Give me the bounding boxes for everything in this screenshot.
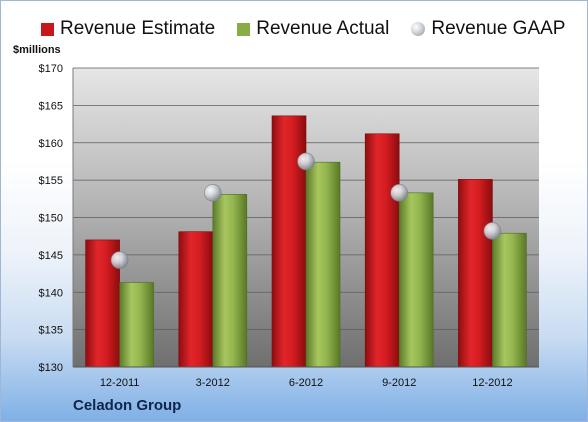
legend: Revenue Estimate Revenue Actual Revenue … xyxy=(41,15,565,43)
y-tick-label: $150 xyxy=(39,213,63,225)
y-tick-label: $155 xyxy=(39,175,63,187)
bar-revenue-actual xyxy=(119,282,154,368)
marker-revenue-gaap xyxy=(110,251,129,269)
marker-revenue-gaap xyxy=(204,184,222,202)
marker-revenue-gaap xyxy=(390,184,409,202)
x-tick-label: 12-2011 xyxy=(100,377,140,389)
bar-revenue-actual xyxy=(398,192,434,368)
legend-swatch-revenue-estimate xyxy=(41,22,54,36)
legend-label-revenue-gaap: Revenue GAAP xyxy=(431,18,566,39)
legend-label-revenue-estimate: Revenue Estimate xyxy=(60,18,216,39)
x-tick-label: 12-2012 xyxy=(472,377,512,389)
company-name: Celadon Group xyxy=(73,397,182,414)
legend-swatch-revenue-actual xyxy=(237,22,251,36)
y-tick-label: $145 xyxy=(39,250,63,262)
legend-item-revenue-gaap: Revenue GAAP xyxy=(411,18,565,40)
y-tick-label: $160 xyxy=(39,138,63,150)
legend-label-revenue-actual: Revenue Actual xyxy=(256,18,390,39)
legend-item-revenue-actual: Revenue Actual xyxy=(237,18,389,40)
bar-revenue-actual xyxy=(212,194,248,368)
marker-revenue-gaap xyxy=(483,222,502,240)
marker-revenue-gaap xyxy=(297,152,315,171)
x-tick-label: 3-2012 xyxy=(196,377,230,389)
x-tick-label: 6-2012 xyxy=(289,377,323,389)
y-tick-label: $165 xyxy=(39,100,63,112)
y-tick-label: $140 xyxy=(39,287,63,299)
y-tick-label: $130 xyxy=(39,362,63,374)
y-axis-unit-label: $millions xyxy=(13,44,61,56)
bar-revenue-actual xyxy=(305,161,341,368)
bar-revenue-estimate xyxy=(178,231,214,368)
bar-revenue-estimate xyxy=(364,133,400,368)
legend-item-revenue-estimate: Revenue Estimate xyxy=(41,18,215,40)
y-tick-label: $170 xyxy=(39,63,63,75)
bar-revenue-estimate xyxy=(458,179,493,368)
bar-revenue-actual xyxy=(492,232,527,368)
x-tick-label: 9-2012 xyxy=(382,377,416,389)
y-tick-label: $135 xyxy=(39,325,63,337)
bar-revenue-estimate xyxy=(271,115,307,368)
legend-marker-revenue-gaap xyxy=(411,22,426,36)
